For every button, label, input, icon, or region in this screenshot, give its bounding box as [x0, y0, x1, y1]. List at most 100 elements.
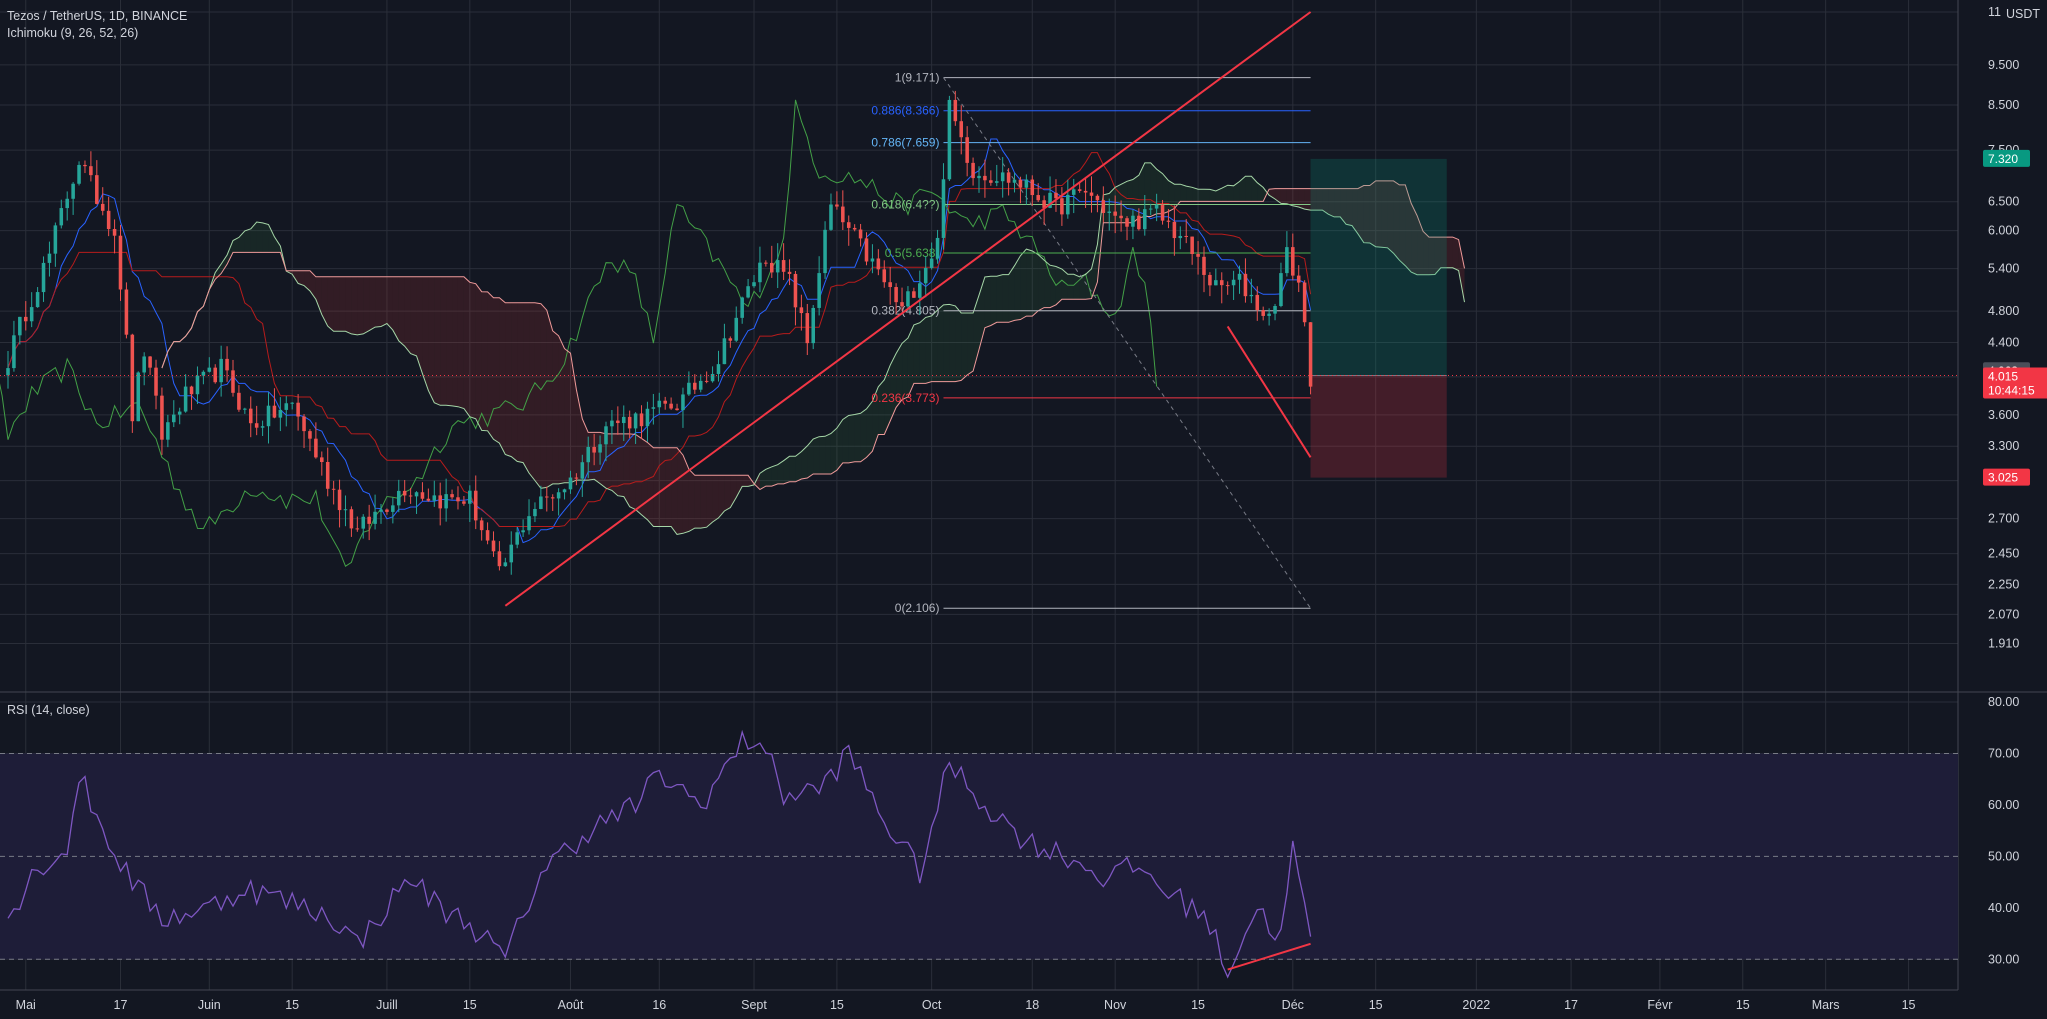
cloud-segment [1411, 203, 1418, 275]
cloud-segment [333, 276, 340, 332]
cloud-segment [647, 442, 654, 527]
cloud-segment [1446, 237, 1453, 268]
candle-body [1036, 195, 1040, 201]
cloud-segment [742, 475, 749, 487]
cloud-segment [913, 322, 920, 384]
ichimoku-cloud [161, 162, 1465, 535]
cloud-segment [671, 447, 678, 535]
cloud-segment [919, 317, 926, 384]
cloud-segment [890, 353, 897, 422]
candle-body [260, 426, 265, 428]
cloud-segment [866, 401, 873, 458]
time-axis: Mai 17 Juin 15 Juill 15 Août 16 Sept 15 Oct 18 Nov 15… [16, 998, 1916, 1012]
candle-body [811, 307, 815, 344]
cloud-segment [777, 460, 784, 484]
candle-body [35, 292, 40, 308]
cloud-segment [268, 224, 275, 253]
candle-body [1054, 192, 1058, 199]
candle-body [876, 258, 881, 270]
candle-body [89, 166, 93, 176]
rsi-legend[interactable]: RSI (14, close) [7, 703, 90, 717]
cloud-segment [1008, 265, 1015, 323]
cloud-segment [1334, 188, 1341, 217]
candle-body [438, 495, 442, 509]
rsi-band [0, 753, 1958, 960]
cloud-segment [1393, 180, 1400, 261]
candle-body [521, 530, 525, 533]
candle-body [545, 496, 549, 498]
candle-body [177, 411, 182, 415]
candle-body [1255, 294, 1260, 311]
cloud-segment [315, 276, 322, 315]
cloud-segment [996, 274, 1003, 323]
time-tick-label: 2022 [1462, 998, 1490, 1012]
cloud-segment [635, 434, 642, 515]
trend-line [504, 11, 1312, 607]
cloud-segment [1298, 188, 1305, 210]
candle-body [1148, 208, 1153, 210]
cloud-segment [967, 312, 974, 375]
time-tick-label: Févr [1647, 998, 1672, 1012]
time-tick-label: 15 [463, 998, 477, 1012]
candle-body [396, 490, 401, 506]
time-tick-label: 15 [1736, 998, 1750, 1012]
cloud-segment [487, 291, 494, 440]
candle-body [894, 287, 898, 303]
candle-body [1302, 282, 1307, 323]
cloud-segment [1251, 176, 1258, 202]
cloud-segment [416, 276, 423, 374]
candle-body [355, 528, 360, 530]
candle-body [515, 532, 519, 545]
cloud-segment [795, 451, 802, 482]
rsi-series [7, 729, 1312, 979]
senkou-b-line [161, 180, 1465, 491]
cloud-segment [1144, 162, 1151, 217]
cloud-segment [925, 315, 932, 384]
cloud-segment [1026, 249, 1033, 317]
candle-body [1089, 192, 1094, 196]
ichimoku-legend[interactable]: Ichimoku (9, 26, 52, 26) [7, 26, 139, 40]
candle-body [592, 446, 596, 453]
candle-body [627, 416, 632, 429]
cloud-segment [1363, 185, 1370, 244]
candle-body [432, 495, 437, 501]
cloud-segment [351, 276, 358, 335]
candle-body [118, 235, 123, 290]
cloud-segment [990, 276, 997, 326]
candle-body [479, 520, 484, 531]
candle-body [888, 282, 892, 288]
time-tick-label: 17 [1564, 998, 1578, 1012]
rsi-tick-label: 80.00 [1988, 695, 2019, 709]
candle-body [266, 405, 271, 427]
candle-body [468, 490, 472, 504]
candle-body [136, 372, 141, 422]
price-tick-label: 2.450 [1988, 547, 2019, 561]
candle-body [633, 413, 638, 429]
candle-body [852, 227, 857, 230]
cloud-segment [813, 436, 820, 475]
time-tick-label: Juill [376, 998, 398, 1012]
cloud-segment [629, 433, 636, 510]
candle-body [1202, 256, 1206, 275]
chart-title[interactable]: Tezos / TetherUS, 1D, BINANCE [7, 9, 188, 23]
cloud-segment [298, 270, 305, 286]
candle-body [681, 394, 685, 411]
cloud-segment [694, 475, 701, 529]
cloud-segment [736, 475, 743, 498]
cloud-segment [1340, 188, 1347, 225]
candle-body [864, 238, 869, 262]
cloud-segment [1067, 274, 1074, 300]
candle-body [213, 367, 218, 383]
candle-body [414, 492, 419, 497]
candle-body [663, 400, 667, 404]
cloud-segment [1180, 184, 1187, 202]
candle-body [47, 253, 52, 263]
candle-body [1107, 211, 1112, 213]
candle-body [1137, 215, 1141, 230]
candle-body [491, 540, 496, 552]
cloud-segment [463, 276, 470, 417]
candle-body [1291, 247, 1295, 276]
fibonacci-retracement: 1(9.171) 0.886(8.366) 0.786(7.659) 0.618(6.… [871, 71, 1311, 615]
price-tag-label: 7.320 [1988, 152, 2018, 166]
